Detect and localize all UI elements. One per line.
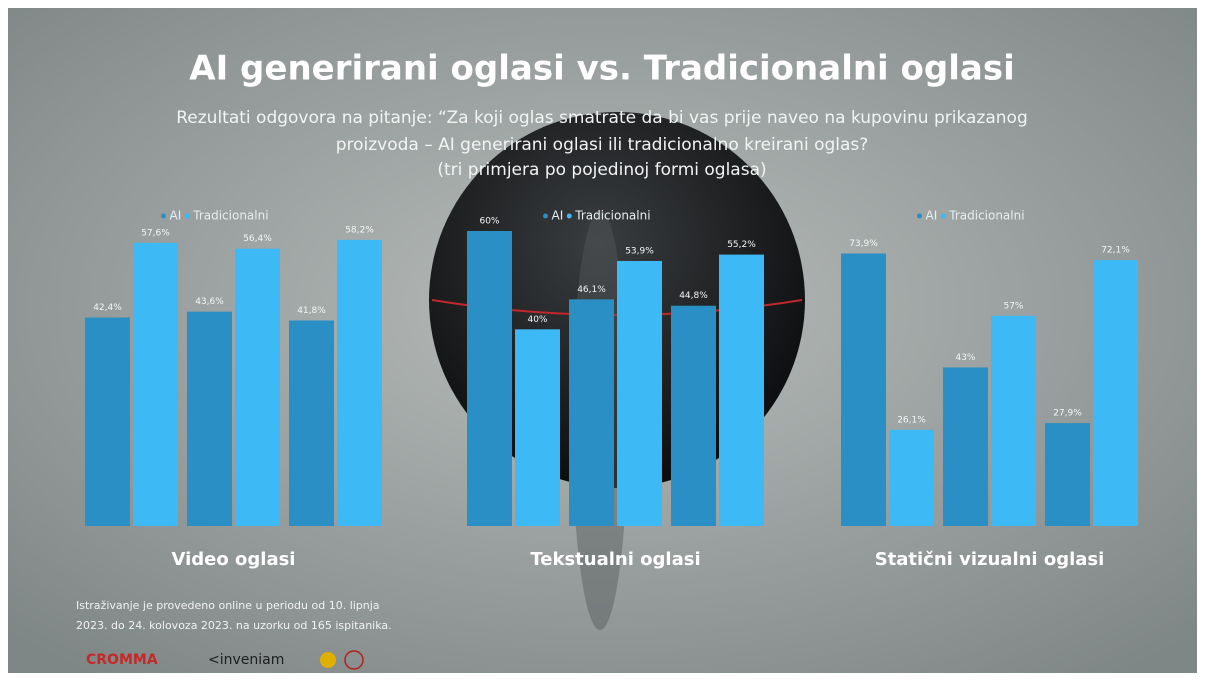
value-label: 44,8% bbox=[679, 291, 708, 301]
footnote: 2023. do 24. kolovoza 2023. na uzorku od… bbox=[76, 619, 392, 632]
value-label: 72,1% bbox=[1101, 246, 1130, 256]
value-label: 57% bbox=[1003, 301, 1023, 311]
footnote: Istraživanje je provedeno online u perio… bbox=[76, 599, 380, 612]
legend-swatch bbox=[543, 214, 548, 219]
logo: <inveniam bbox=[208, 652, 284, 668]
subtitle: (tri primjera po pojedinoj formi oglasa) bbox=[437, 160, 766, 180]
bar bbox=[337, 240, 382, 526]
value-label: 73,9% bbox=[849, 239, 878, 249]
subtitle: proizvoda – AI generirani oglasi ili tra… bbox=[336, 135, 869, 155]
bar bbox=[235, 249, 280, 526]
value-label: 42,4% bbox=[93, 303, 122, 313]
legend-label: AI bbox=[170, 209, 182, 223]
value-label: 58,2% bbox=[345, 225, 374, 235]
chart-title: Tekstualni oglasi bbox=[530, 549, 700, 570]
bar bbox=[515, 329, 560, 526]
bar bbox=[467, 231, 512, 526]
chart-title: Statični vizualni oglasi bbox=[875, 549, 1105, 570]
bar bbox=[889, 430, 934, 526]
legend-label: AI bbox=[552, 209, 564, 223]
legend-swatch bbox=[161, 214, 166, 219]
value-label: 43% bbox=[955, 353, 975, 363]
chart-title: Video oglasi bbox=[172, 549, 296, 570]
bar bbox=[1045, 423, 1090, 526]
legend-swatch bbox=[941, 214, 946, 219]
legend-label: Tradicionalni bbox=[192, 209, 268, 223]
value-label: 41,8% bbox=[297, 306, 326, 316]
bar bbox=[841, 253, 886, 526]
legend-swatch bbox=[567, 214, 572, 219]
bar bbox=[133, 243, 178, 526]
value-label: 55,2% bbox=[727, 240, 756, 250]
value-label: 43,6% bbox=[195, 297, 224, 307]
bar bbox=[617, 261, 662, 526]
legend-swatch bbox=[185, 214, 190, 219]
value-label: 40% bbox=[527, 315, 547, 325]
bar bbox=[187, 312, 232, 526]
bar bbox=[719, 255, 764, 526]
value-label: 53,9% bbox=[625, 246, 654, 256]
logo-mark bbox=[320, 652, 336, 668]
bar bbox=[1093, 260, 1138, 526]
logo: CROMMA bbox=[86, 652, 158, 668]
value-label: 60% bbox=[479, 217, 499, 227]
legend-swatch bbox=[917, 214, 922, 219]
page: AI generirani oglasi vs. Tradicionalni o… bbox=[0, 0, 1205, 681]
value-label: 56,4% bbox=[243, 234, 272, 244]
legend-label: Tradicionalni bbox=[948, 209, 1024, 223]
legend-label: Tradicionalni bbox=[574, 209, 650, 223]
title: AI generirani oglasi vs. Tradicionalni o… bbox=[189, 49, 1014, 89]
bar bbox=[85, 318, 130, 526]
bar bbox=[569, 299, 614, 526]
value-label: 57,6% bbox=[141, 228, 170, 238]
legend-label: AI bbox=[926, 209, 938, 223]
subtitle: Rezultati odgovora na pitanje: “Za koji … bbox=[176, 108, 1028, 128]
bar bbox=[991, 316, 1036, 526]
bar bbox=[671, 306, 716, 526]
bar bbox=[943, 367, 988, 526]
value-label: 27,9% bbox=[1053, 409, 1082, 419]
bar bbox=[289, 320, 334, 526]
value-label: 26,1% bbox=[897, 415, 926, 425]
value-label: 46,1% bbox=[577, 285, 606, 295]
